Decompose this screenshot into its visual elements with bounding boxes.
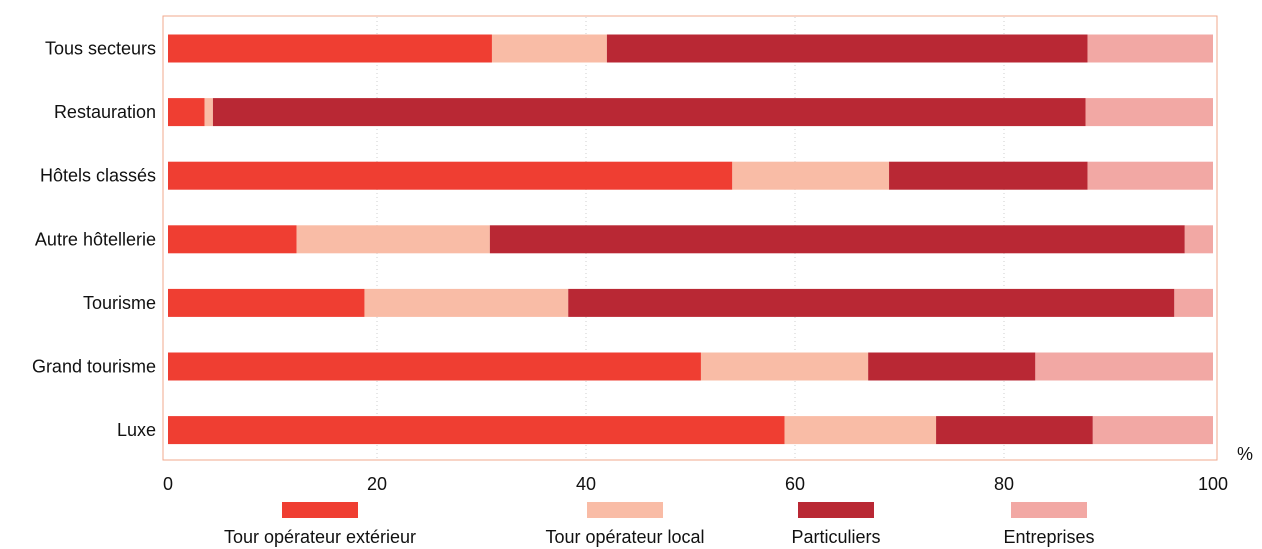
x-tick-label: 80	[994, 474, 1014, 494]
x-tick-labels: 0 20 40 60 80 100	[163, 474, 1228, 494]
bar-segment	[784, 416, 937, 445]
bars	[168, 34, 1213, 445]
category-label: Tous secteurs	[45, 39, 156, 59]
x-tick-label: 20	[367, 474, 387, 494]
bar-segment	[296, 225, 490, 254]
bar-segment	[868, 352, 1036, 381]
x-tick-label: 60	[785, 474, 805, 494]
bar-segment	[168, 288, 365, 317]
bar-segment	[168, 352, 701, 381]
bar-segment	[568, 288, 1175, 317]
bar-segment	[489, 225, 1185, 254]
legend: Tour opérateur extérieur Tour opérateur l…	[224, 502, 1095, 547]
category-label: Tourisme	[83, 293, 156, 313]
legend-swatch	[587, 502, 663, 518]
legend-swatch	[798, 502, 874, 518]
bar-segment	[936, 416, 1093, 445]
category-label: Hôtels classés	[40, 166, 156, 186]
bar-segment	[168, 98, 205, 127]
bar-segment	[1085, 98, 1213, 127]
category-label: Restauration	[54, 102, 156, 122]
bar-segment	[700, 352, 869, 381]
plot-frame	[162, 15, 1218, 461]
bar-segment	[204, 98, 213, 127]
bar-segment	[1184, 225, 1213, 254]
bar-segment	[606, 34, 1088, 63]
bar-segment	[491, 34, 607, 63]
legend-swatch	[1011, 502, 1087, 518]
bar-segment	[1087, 161, 1213, 190]
category-label: Luxe	[117, 420, 156, 440]
legend-swatch	[282, 502, 358, 518]
bar-segment	[1092, 416, 1213, 445]
category-label: Autre hôtellerie	[35, 229, 156, 249]
x-tick-label: 40	[576, 474, 596, 494]
bar-segment	[168, 225, 297, 254]
legend-label: Particuliers	[791, 527, 880, 547]
bar-segment	[168, 34, 492, 63]
bar-segment	[168, 416, 785, 445]
category-labels: Tous secteurs Restauration Hôtels classés A…	[32, 39, 156, 441]
bar-segment	[889, 161, 1088, 190]
x-tick-label: 0	[163, 474, 173, 494]
bar-segment	[364, 288, 569, 317]
bar-segment	[212, 98, 1086, 127]
x-unit-label: %	[1237, 444, 1253, 464]
legend-label: Tour opérateur local	[545, 527, 704, 547]
legend-label: Tour opérateur extérieur	[224, 527, 416, 547]
legend-label: Entreprises	[1003, 527, 1094, 547]
category-label: Grand tourisme	[32, 357, 156, 377]
x-tick-label: 100	[1198, 474, 1228, 494]
bar-segment	[168, 161, 733, 190]
bar-segment	[732, 161, 890, 190]
bar-segment	[1035, 352, 1213, 381]
bar-segment	[1174, 288, 1213, 317]
bar-segment	[1087, 34, 1213, 63]
